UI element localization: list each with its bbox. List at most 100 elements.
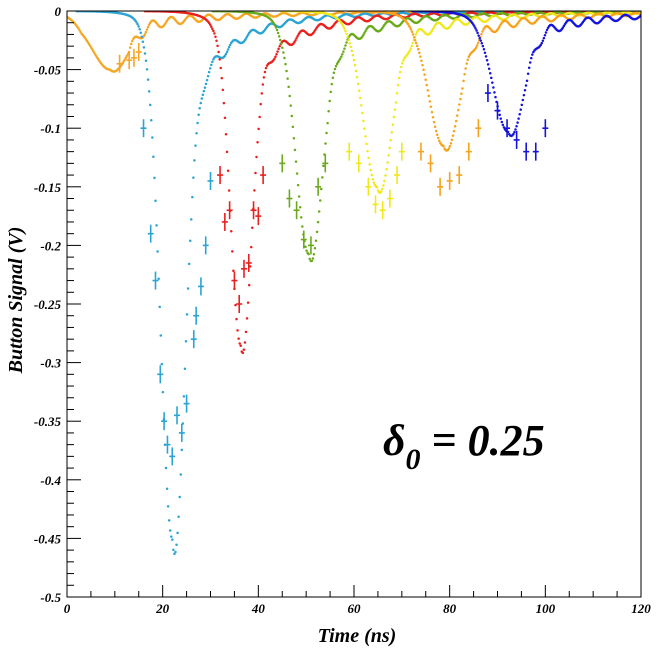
sim-point [409, 28, 413, 31]
sim-point [176, 531, 179, 535]
sim-point [253, 189, 256, 192]
measured-point [169, 447, 176, 466]
measured-point [532, 142, 539, 161]
measured-point [386, 189, 393, 208]
sim-point [395, 91, 399, 95]
sim-point [145, 68, 149, 71]
sim-point [368, 163, 371, 166]
sim-point [272, 22, 276, 25]
sim-point [185, 313, 189, 316]
sim-point [328, 99, 331, 103]
sim-point [498, 113, 501, 117]
sim-point [282, 51, 285, 54]
measured-point [161, 412, 168, 431]
sim-point [414, 41, 418, 45]
sim-point [343, 27, 346, 30]
sim-point [539, 43, 542, 47]
measured-point [475, 119, 482, 138]
sim-point [143, 33, 147, 36]
sim-point [430, 110, 434, 114]
sim-point [363, 127, 366, 130]
sim-point [363, 31, 366, 35]
series-5 [346, 11, 641, 196]
y-tick-label: -0.2 [40, 238, 61, 253]
sim-point [392, 115, 396, 119]
sim-point [259, 102, 262, 106]
sim-point [362, 33, 365, 37]
x-tick-label: 60 [348, 601, 362, 616]
sim-point [475, 29, 478, 32]
sim-point [540, 41, 544, 45]
sim-point [330, 82, 334, 86]
sim-point [140, 35, 144, 39]
sim-point [408, 49, 411, 53]
sim-point [295, 172, 299, 175]
measured-point [174, 406, 181, 425]
sim-point [530, 56, 533, 60]
sim-point [226, 169, 230, 172]
sim-point [338, 57, 342, 60]
sim-point [186, 287, 190, 290]
sim-point [474, 27, 477, 30]
sim-point [398, 70, 402, 74]
sim-point [487, 67, 491, 70]
measured-point [197, 277, 204, 296]
sim-point [528, 61, 532, 64]
sim-point [385, 168, 388, 171]
sim-point [218, 58, 221, 61]
sim-point [255, 155, 258, 159]
sim-point [174, 550, 177, 554]
sim-point [526, 72, 530, 75]
sim-point [437, 136, 440, 140]
sim-point [293, 148, 297, 152]
sim-point [500, 120, 504, 124]
series-3 [211, 11, 641, 263]
sim-point [365, 142, 368, 146]
sim-point [239, 344, 242, 348]
sim-point [296, 34, 299, 38]
sim-point [531, 53, 534, 56]
measured-point [164, 435, 171, 454]
measured-point [398, 142, 405, 161]
sim-point [151, 136, 154, 139]
sim-point [418, 51, 421, 54]
sim-point [246, 301, 250, 304]
sim-point [435, 133, 439, 136]
sim-point [396, 83, 400, 87]
sim-point [184, 340, 188, 343]
sim-point [130, 39, 134, 43]
sim-point [187, 262, 191, 266]
plot-frame [66, 10, 642, 598]
sim-point [297, 195, 301, 198]
sim-point [420, 59, 423, 62]
sim-point [230, 229, 233, 233]
sim-point [356, 82, 360, 85]
sim-point [514, 128, 517, 131]
y-tick-label: -0.4 [40, 473, 61, 488]
sim-point [542, 36, 546, 40]
measured-point [260, 166, 267, 185]
series-4 [280, 11, 641, 220]
sim-point [393, 108, 397, 111]
delta-annotation: δ0 = 0.25 [383, 416, 545, 476]
sim-point [315, 230, 319, 234]
sim-point [283, 56, 286, 60]
sim-point [215, 39, 218, 43]
sim-point [413, 39, 417, 42]
sim-point [397, 76, 401, 80]
sim-point [453, 124, 457, 128]
sim-point [294, 39, 297, 42]
sim-point [225, 50, 229, 54]
sim-point [515, 125, 518, 128]
y-tick-label: -0.3 [40, 356, 61, 371]
sim-point [196, 121, 199, 125]
sim-point [212, 29, 215, 33]
sim-point [260, 92, 264, 95]
sim-point [324, 142, 327, 145]
sim-point [476, 31, 479, 35]
measured-point [126, 51, 133, 70]
sim-point [372, 181, 376, 184]
sim-point [457, 108, 460, 112]
sim-point [463, 73, 466, 76]
sim-point [214, 35, 217, 38]
